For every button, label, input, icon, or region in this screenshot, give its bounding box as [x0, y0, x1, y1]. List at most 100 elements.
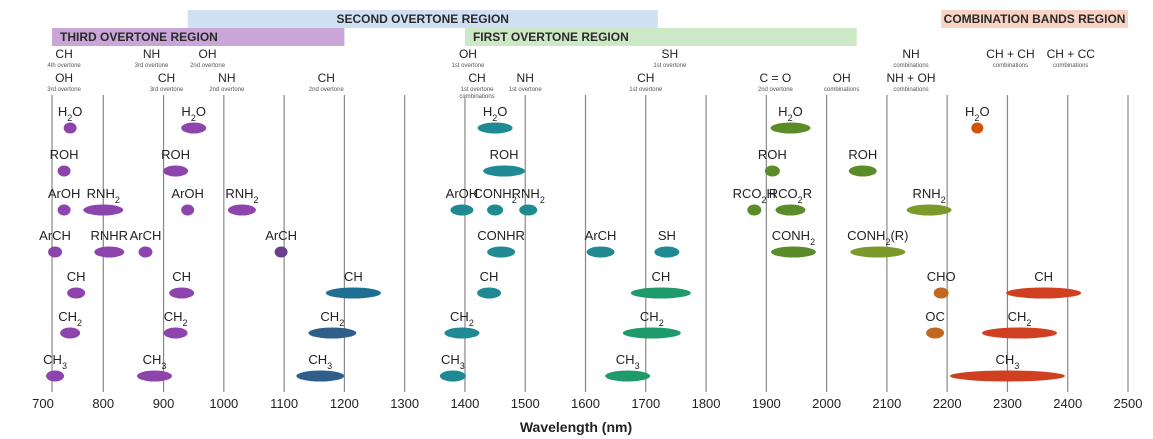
- region-label-second-overtone-region: SECOND OVERTONE REGION: [337, 12, 509, 26]
- band-marker: [137, 370, 173, 382]
- x-tick-label: 1800: [692, 396, 721, 411]
- band-label: ROH: [490, 147, 519, 162]
- band-header-note: 4th overtone: [47, 63, 81, 69]
- band-header-ch: CH: [637, 71, 654, 85]
- band-marker: [274, 246, 288, 258]
- band-ch3: CH3: [296, 352, 345, 382]
- x-axis: 700 800 900 1000 1100 1200 1300 1400 1500 1600 170…: [32, 396, 1142, 411]
- band-marker: [906, 204, 952, 216]
- x-tick-label: 1700: [631, 396, 660, 411]
- band-marker: [519, 204, 538, 216]
- band-marker: [138, 246, 153, 258]
- band-marker: [83, 204, 124, 216]
- band-marker: [654, 246, 680, 258]
- x-tick-label: 900: [153, 396, 175, 411]
- band-marker: [487, 246, 516, 258]
- band-marker: [227, 204, 256, 216]
- band-ch3: CH3: [43, 352, 67, 382]
- band-label: CH3: [308, 352, 332, 371]
- x-tick-label: 1200: [330, 396, 359, 411]
- band-header-ch-cc: CH + CC: [1047, 47, 1096, 61]
- band-marker: [63, 122, 77, 134]
- band-header-note: combinations: [893, 63, 928, 69]
- band-marker: [163, 327, 188, 339]
- band-marker: [487, 204, 504, 216]
- x-tick-label: 1500: [511, 396, 540, 411]
- band-marker: [477, 122, 513, 134]
- band-conh2-r: CONH2(R): [847, 228, 909, 258]
- band-ch: CH: [477, 269, 502, 299]
- band-label: CH3: [996, 352, 1020, 371]
- band-arch: ArCH: [39, 228, 71, 258]
- x-tick-label: 2200: [933, 396, 962, 411]
- band-marker: [444, 327, 480, 339]
- band-marker: [48, 246, 63, 258]
- band-conhr: CONHR: [477, 228, 525, 258]
- band-label: CHO: [927, 269, 956, 284]
- band-header-nh-oh: NH + OH: [886, 71, 935, 85]
- band-label: RNH2: [87, 186, 120, 205]
- band-label: H2O: [58, 104, 83, 123]
- band-marker: [605, 370, 651, 382]
- band-marker: [926, 327, 945, 339]
- band-header-note: combinations: [824, 87, 859, 93]
- band-header-ch: CH: [468, 71, 485, 85]
- band-header-oh: OH: [55, 71, 73, 85]
- band-ch3: CH3: [439, 352, 466, 382]
- band-marker: [439, 370, 466, 382]
- band-marker: [933, 287, 949, 299]
- x-tick-label: 800: [92, 396, 114, 411]
- band-header-note: 1st overtone: [653, 63, 687, 69]
- band-header-ch: CH: [318, 71, 335, 85]
- band-layer: H2O H2O H2O H2O H2O ROH ROH ROH ROH ROH ArOH RNH2 Ar…: [39, 104, 1082, 382]
- band-ch: CH: [169, 269, 195, 299]
- band-header-note: 3rd overtone: [47, 87, 81, 93]
- band-roh: ROH: [483, 147, 526, 177]
- x-tick-label: 2000: [812, 396, 841, 411]
- band-marker: [483, 165, 526, 177]
- band-label: CH2: [450, 309, 474, 328]
- band-aroh: ArOH: [446, 186, 479, 216]
- band-marker: [94, 246, 125, 258]
- band-arch: ArCH: [585, 228, 617, 258]
- band-marker: [770, 246, 816, 258]
- band-h2o: H2O: [58, 104, 83, 134]
- region-band-second-overtone-region: [187, 10, 658, 28]
- band-label: CH: [172, 269, 191, 284]
- x-tick-label: 700: [32, 396, 54, 411]
- band-header-ch: CH: [55, 47, 72, 61]
- band-h2o: H2O: [965, 104, 990, 134]
- band-label: RCO2H: [733, 186, 776, 205]
- band-marker: [982, 327, 1057, 339]
- band-label: ROH: [161, 147, 190, 162]
- band-roh: ROH: [758, 147, 787, 177]
- band-header-note: combinations: [1053, 63, 1088, 69]
- band-rco2h: RCO2H: [733, 186, 776, 216]
- band-roh: ROH: [161, 147, 190, 177]
- band-marker: [325, 287, 381, 299]
- band-label: CH2: [58, 309, 82, 328]
- band-header-note: combinations: [993, 63, 1028, 69]
- band-h2o: H2O: [477, 104, 513, 134]
- x-tick-label: 2300: [993, 396, 1022, 411]
- x-tick-label: 1400: [450, 396, 479, 411]
- region-band-combination-bands-region: [941, 10, 1128, 28]
- band-label: ArOH: [446, 186, 479, 201]
- band-header-nh: NH: [517, 71, 534, 85]
- band-rnh2: RNH2: [83, 186, 124, 216]
- region-band-first-overtone-region: [464, 28, 857, 46]
- band-label: CONH2: [772, 228, 815, 247]
- band-label: ArCH: [585, 228, 617, 243]
- band-label: CH2: [640, 309, 664, 328]
- band-header-note: 1st overtone: [629, 87, 663, 93]
- band-label: CONH2: [473, 186, 516, 205]
- band-header-note: 2nd overtone: [309, 87, 345, 93]
- band-label: RNH2: [912, 186, 945, 205]
- band-ch2: CH2: [444, 309, 480, 339]
- band-marker: [57, 204, 71, 216]
- band-label: CH2: [320, 309, 344, 328]
- band-marker: [181, 204, 195, 216]
- band-marker: [848, 165, 877, 177]
- band-label: CH3: [441, 352, 465, 371]
